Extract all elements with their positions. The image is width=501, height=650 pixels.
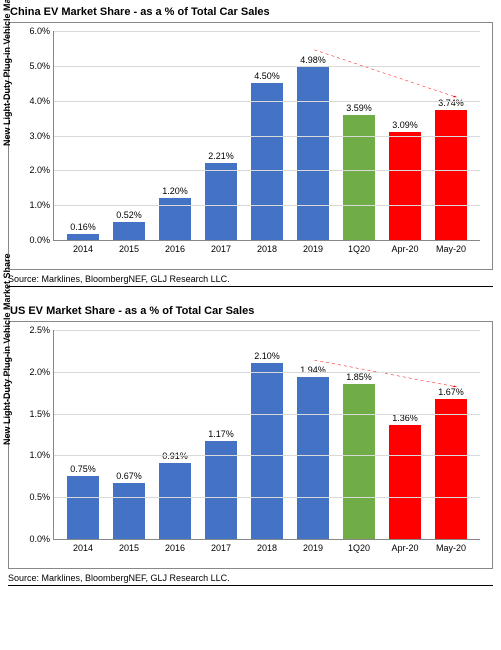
ytick-label: 1.0%: [29, 200, 54, 210]
bar-value-label: 4.98%: [300, 55, 326, 65]
bar-value-label: 3.09%: [392, 120, 418, 130]
xtick-label: Apr-20: [391, 244, 418, 254]
bar-rect: [435, 399, 466, 539]
bar-value-label: 0.67%: [116, 471, 142, 481]
ytick-label: 2.5%: [29, 325, 54, 335]
gridline: [54, 66, 480, 67]
ytick-label: 2.0%: [29, 165, 54, 175]
bar-slot: 1.94%2019: [290, 330, 336, 539]
bar-value-label: 1.94%: [300, 365, 326, 375]
ytick-label: 0.0%: [29, 534, 54, 544]
source-text: Source: Marklines, BloombergNEF, GLJ Res…: [8, 573, 493, 586]
xtick-label: 2019: [303, 244, 323, 254]
gridline: [54, 330, 480, 331]
bar-rect: [297, 377, 328, 539]
ytick-label: 5.0%: [29, 61, 54, 71]
bar-value-label: 0.75%: [70, 464, 96, 474]
bar-slot: 0.91%2016: [152, 330, 198, 539]
bar-value-label: 1.67%: [438, 387, 464, 397]
xtick-label: 1Q20: [348, 543, 370, 553]
bar-rect: [343, 115, 374, 240]
bar-slot: 1.17%2017: [198, 330, 244, 539]
ytick-label: 1.5%: [29, 409, 54, 419]
xtick-label: Apr-20: [391, 543, 418, 553]
xtick-label: 2016: [165, 543, 185, 553]
bar-slot: 2.10%2018: [244, 330, 290, 539]
bar-rect: [113, 483, 144, 539]
chart-frame: New Light-Duty Plug-in Vehicle Market Sh…: [8, 321, 493, 569]
bar-rect: [113, 222, 144, 240]
bar-rect: [389, 132, 420, 240]
gridline: [54, 170, 480, 171]
bar-value-label: 3.74%: [438, 98, 464, 108]
source-text: Source: Marklines, BloombergNEF, GLJ Res…: [8, 274, 493, 287]
ytick-label: 0.0%: [29, 235, 54, 245]
bar-value-label: 1.17%: [208, 429, 234, 439]
bar-rect: [343, 384, 374, 539]
plot-area: 0.75%20140.67%20150.91%20161.17%20172.10…: [53, 330, 480, 540]
bar-slot: 1.36%Apr-20: [382, 330, 428, 539]
plot-area: 0.16%20140.52%20151.20%20162.21%20174.50…: [53, 31, 480, 241]
bar-slot: 0.67%2015: [106, 330, 152, 539]
xtick-label: 1Q20: [348, 244, 370, 254]
xtick-label: 2019: [303, 543, 323, 553]
bar-slot: 1.67%May-20: [428, 330, 474, 539]
bar-rect: [159, 463, 190, 539]
y-axis-label: New Light-Duty Plug-in Vehicle Market Sh…: [2, 0, 12, 146]
xtick-label: May-20: [436, 244, 466, 254]
chart-title: US EV Market Share - as a % of Total Car…: [10, 305, 493, 317]
gridline: [54, 31, 480, 32]
bar-rect: [297, 67, 328, 240]
bar-value-label: 1.20%: [162, 186, 188, 196]
xtick-label: 2014: [73, 543, 93, 553]
chart-frame: New Light-Duty Plug-in Vehicle Market Sh…: [8, 22, 493, 270]
xtick-label: 2015: [119, 543, 139, 553]
bar-value-label: 0.52%: [116, 210, 142, 220]
bar-rect: [389, 425, 420, 539]
bar-slot: 0.75%2014: [60, 330, 106, 539]
gridline: [54, 101, 480, 102]
xtick-label: 2017: [211, 543, 231, 553]
xtick-label: 2017: [211, 244, 231, 254]
xtick-label: 2014: [73, 244, 93, 254]
bar-value-label: 2.21%: [208, 151, 234, 161]
us-ev-chart: US EV Market Share - as a % of Total Car…: [8, 305, 493, 586]
bar-value-label: 0.16%: [70, 222, 96, 232]
ytick-label: 1.0%: [29, 450, 54, 460]
ytick-label: 4.0%: [29, 96, 54, 106]
xtick-label: May-20: [436, 543, 466, 553]
bar-value-label: 1.36%: [392, 413, 418, 423]
bar-value-label: 2.10%: [254, 351, 280, 361]
gridline: [54, 136, 480, 137]
bar-rect: [435, 110, 466, 240]
bar-rect: [67, 476, 98, 539]
xtick-label: 2015: [119, 244, 139, 254]
gridline: [54, 414, 480, 415]
china-ev-chart: China EV Market Share - as a % of Total …: [8, 6, 493, 287]
xtick-label: 2018: [257, 543, 277, 553]
chart-title: China EV Market Share - as a % of Total …: [10, 6, 493, 18]
gridline: [54, 497, 480, 498]
xtick-label: 2018: [257, 244, 277, 254]
bar-rect: [67, 234, 98, 240]
bar-value-label: 1.85%: [346, 372, 372, 382]
bar-slot: 1.85%1Q20: [336, 330, 382, 539]
y-axis-label: New Light-Duty Plug-in Vehicle Market Sh…: [2, 253, 12, 445]
bar-rect: [251, 83, 282, 240]
ytick-label: 2.0%: [29, 367, 54, 377]
gridline: [54, 455, 480, 456]
gridline: [54, 205, 480, 206]
bar-rect: [251, 363, 282, 539]
ytick-label: 6.0%: [29, 26, 54, 36]
bars-container: 0.75%20140.67%20150.91%20161.17%20172.10…: [54, 330, 480, 539]
gridline: [54, 372, 480, 373]
xtick-label: 2016: [165, 244, 185, 254]
bar-value-label: 3.59%: [346, 103, 372, 113]
bar-rect: [205, 163, 236, 240]
bar-value-label: 4.50%: [254, 71, 280, 81]
ytick-label: 0.5%: [29, 492, 54, 502]
ytick-label: 3.0%: [29, 131, 54, 141]
